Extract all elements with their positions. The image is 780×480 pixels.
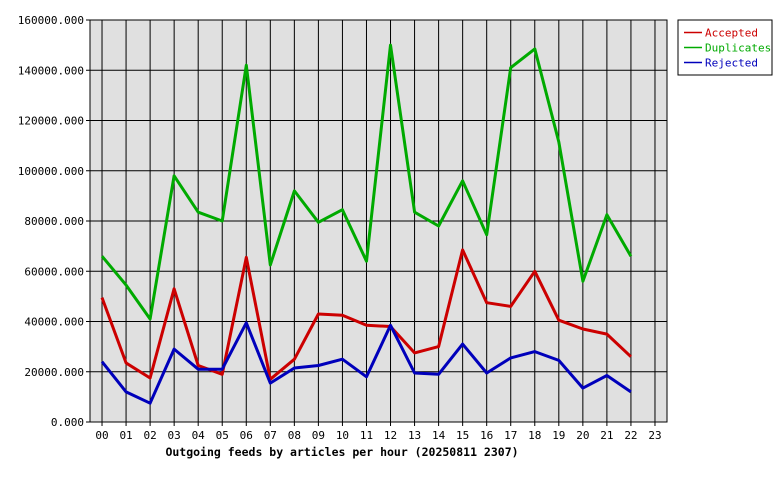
series-line-accepted — [100, 248, 632, 381]
series-line-duplicates — [100, 43, 633, 321]
x-tick-label: 02 — [143, 429, 156, 442]
x-tick-label: 18 — [528, 429, 541, 442]
x-tick-label: 19 — [552, 429, 565, 442]
x-tick-label: 17 — [504, 429, 517, 442]
y-tick-label: 160000.000 — [18, 14, 84, 27]
y-tick-label: 60000.000 — [24, 265, 84, 278]
x-tick-label: 12 — [384, 429, 397, 442]
x-tick-label: 21 — [600, 429, 613, 442]
y-tick-label: 80000.000 — [24, 215, 84, 228]
y-tick-label: 100000.000 — [18, 165, 84, 178]
x-tick-label: 11 — [360, 429, 373, 442]
x-tick-label: 10 — [336, 429, 349, 442]
x-tick-label: 23 — [648, 429, 661, 442]
x-tick-label: 20 — [576, 429, 589, 442]
x-tick-label: 08 — [288, 429, 301, 442]
legend-box — [677, 19, 773, 76]
axes: 00 01 02 03 04 05 06 07 08 09 10 11 12 13 14 15 16 17 18 19… — [18, 14, 662, 442]
x-tick-label: 05 — [216, 429, 229, 442]
y-tick-label: 140000.000 — [18, 64, 84, 77]
y-tick-label: 20000.000 — [24, 366, 84, 379]
x-tick-label: 22 — [624, 429, 637, 442]
x-tick-label: 13 — [408, 429, 421, 442]
legend-label-duplicates: Duplicates — [705, 42, 771, 55]
legend: Accepted Duplicates Rejected — [677, 19, 773, 76]
legend-label-rejected: Rejected — [705, 57, 758, 70]
series-line-rejected — [100, 321, 632, 405]
x-tick-label: 16 — [480, 429, 493, 442]
chart-title: Outgoing feeds by articles per hour (202… — [165, 445, 518, 459]
x-tick-label: 03 — [168, 429, 181, 442]
x-tick-label: 00 — [95, 429, 108, 442]
x-tick-label: 07 — [264, 429, 277, 442]
y-tick-label: 120000.000 — [18, 115, 84, 128]
x-tick-label: 06 — [240, 429, 253, 442]
y-tick-label: 0.000 — [51, 416, 84, 429]
x-tick-label: 09 — [312, 429, 325, 442]
x-tick-label: 04 — [192, 429, 206, 442]
x-tick-label: 14 — [432, 429, 446, 442]
series-group — [100, 43, 633, 405]
x-tick-label: 01 — [119, 429, 132, 442]
y-tick-label: 40000.000 — [24, 316, 84, 329]
x-tick-label: 15 — [456, 429, 469, 442]
legend-label-accepted: Accepted — [705, 27, 758, 40]
